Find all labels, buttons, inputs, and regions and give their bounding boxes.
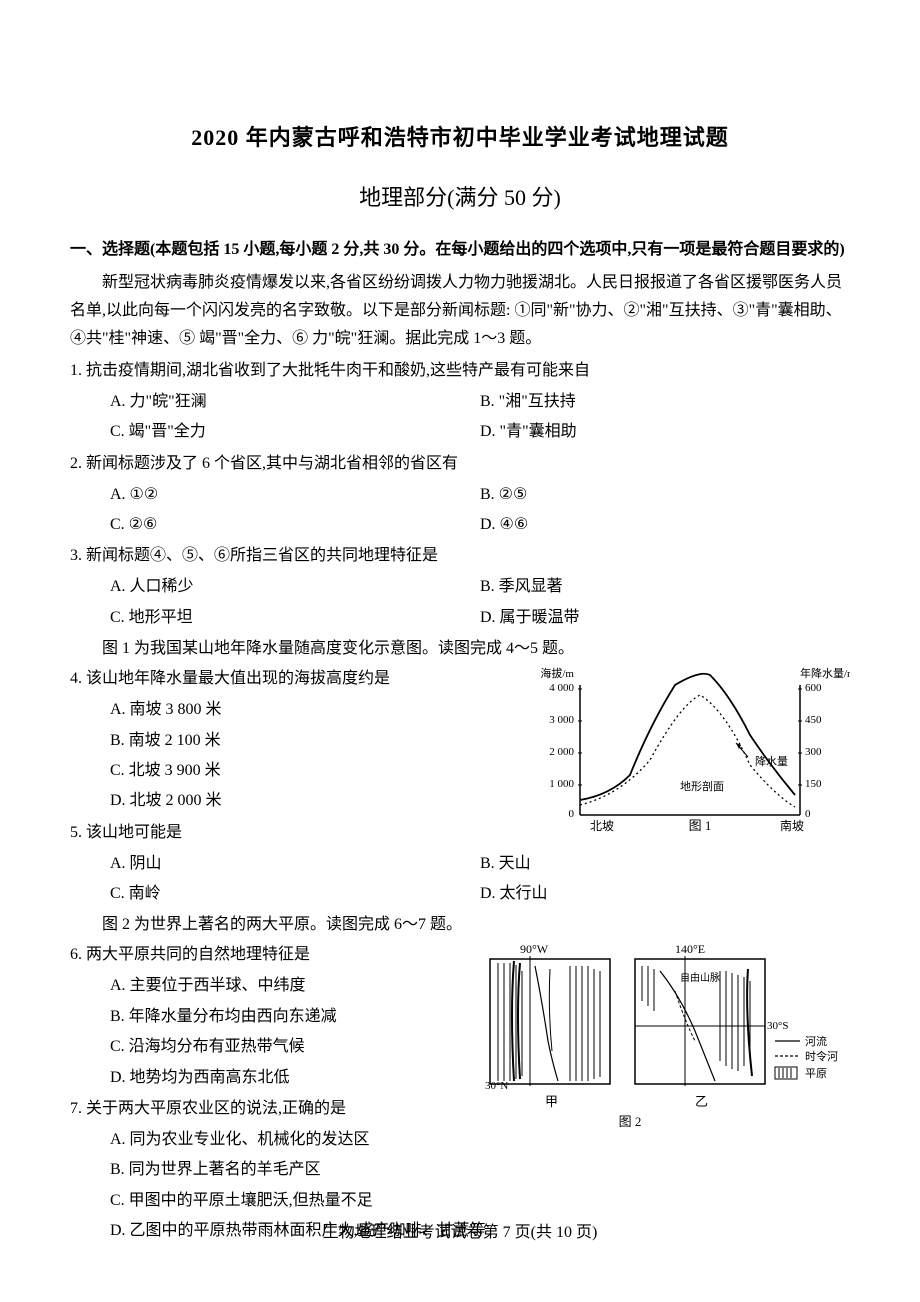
question-3: 3. 新闻标题④、⑤、⑥所指三省区的共同地理特征是 A. 人口稀少 B. 季风显…	[70, 542, 850, 633]
q3-opt-d: D. 属于暖温带	[480, 603, 850, 633]
q1-text: 1. 抗击疫情期间,湖北省收到了大批牦牛肉干和酸奶,这些特产最有可能来自	[70, 357, 850, 385]
q5-opt-b: B. 天山	[480, 849, 850, 879]
svg-text:甲: 甲	[545, 1094, 558, 1109]
q2-opt-d: D. ④⑥	[480, 510, 850, 540]
svg-text:自由山脉: 自由山脉	[680, 971, 720, 984]
q3-opt-c: C. 地形平坦	[110, 603, 480, 633]
passage-1: 新型冠状病毒肺炎疫情爆发以来,各省区纷纷调拨人力物力驰援湖北。人民日报报道了各省…	[70, 269, 850, 353]
svg-text:3 000: 3 000	[549, 714, 574, 726]
page-title: 2020 年内蒙古呼和浩特市初中毕业学业考试地理试题	[70, 120, 850, 152]
q7-opt-c: C. 甲图中的平原土壤肥沃,但热量不足	[110, 1186, 850, 1216]
q3-opt-a: A. 人口稀少	[110, 572, 480, 602]
intro-67: 图 2 为世界上著名的两大平原。读图完成 6～7 题。	[70, 911, 850, 939]
svg-text:地形剖面: 地形剖面	[680, 779, 724, 793]
q3-text: 3. 新闻标题④、⑤、⑥所指三省区的共同地理特征是	[70, 542, 850, 570]
q2-opt-c: C. ②⑥	[110, 510, 480, 540]
chart-1: 海拔/m 4 000 3 000 2 000 1 000 0 年降水量/mm 6…	[530, 665, 850, 835]
svg-text:450: 450	[805, 714, 822, 726]
q1-opt-b: B. "湘"互扶持	[480, 387, 850, 417]
svg-text:140°E: 140°E	[675, 942, 705, 956]
svg-text:30°N: 30°N	[485, 1080, 508, 1092]
q3-opt-b: B. 季风显著	[480, 572, 850, 602]
svg-text:600: 600	[805, 682, 822, 694]
section-header: 一、选择题(本题包括 15 小题,每小题 2 分,共 30 分。在每小题给出的四…	[70, 236, 850, 265]
q7-opt-b: B. 同为世界上著名的羊毛产区	[110, 1155, 850, 1185]
svg-text:平原: 平原	[805, 1068, 827, 1080]
page-footer: 生物地理结业考试试卷第 7 页(共 10 页)	[0, 1218, 920, 1242]
intro-45: 图 1 为我国某山地年降水量随高度变化示意图。读图完成 4～5 题。	[70, 635, 850, 663]
svg-text:150: 150	[805, 778, 822, 790]
q2-opt-b: B. ②⑤	[480, 480, 850, 510]
svg-text:海拔/m: 海拔/m	[540, 666, 574, 680]
q1-opt-a: A. 力"皖"狂澜	[110, 387, 480, 417]
svg-text:0: 0	[569, 808, 575, 820]
q1-opt-c: C. 竭"晋"全力	[110, 417, 480, 447]
q5-opt-a: A. 阴山	[110, 849, 480, 879]
q5-opt-d: D. 太行山	[480, 879, 850, 909]
svg-text:河流: 河流	[805, 1034, 827, 1048]
svg-text:图 2: 图 2	[619, 1114, 642, 1129]
q2-opt-a: A. ①②	[110, 480, 480, 510]
page-subtitle: 地理部分(满分 50 分)	[70, 180, 850, 212]
svg-text:90°W: 90°W	[520, 942, 549, 956]
svg-text:图 1: 图 1	[689, 818, 712, 833]
svg-text:乙: 乙	[695, 1094, 708, 1109]
svg-text:南坡: 南坡	[780, 818, 804, 833]
svg-text:时令河: 时令河	[805, 1049, 838, 1063]
question-2: 2. 新闻标题涉及了 6 个省区,其中与湖北省相邻的省区有 A. ①② B. ②…	[70, 450, 850, 541]
q2-text: 2. 新闻标题涉及了 6 个省区,其中与湖北省相邻的省区有	[70, 450, 850, 478]
question-1: 1. 抗击疫情期间,湖北省收到了大批牦牛肉干和酸奶,这些特产最有可能来自 A. …	[70, 357, 850, 448]
svg-text:年降水量/mm: 年降水量/mm	[800, 666, 850, 680]
svg-text:北坡: 北坡	[590, 819, 614, 833]
svg-text:30°S: 30°S	[767, 1020, 789, 1032]
svg-text:300: 300	[805, 746, 822, 758]
q1-opt-d: D. "青"囊相助	[480, 417, 850, 447]
q5-opt-c: C. 南岭	[110, 879, 480, 909]
svg-text:0: 0	[805, 808, 811, 820]
chart-2: 90°W 30°N	[480, 941, 840, 1131]
svg-text:降水量: 降水量	[755, 754, 788, 768]
svg-text:2 000: 2 000	[549, 746, 574, 758]
svg-text:1 000: 1 000	[549, 778, 574, 790]
svg-text:4 000: 4 000	[549, 682, 574, 694]
